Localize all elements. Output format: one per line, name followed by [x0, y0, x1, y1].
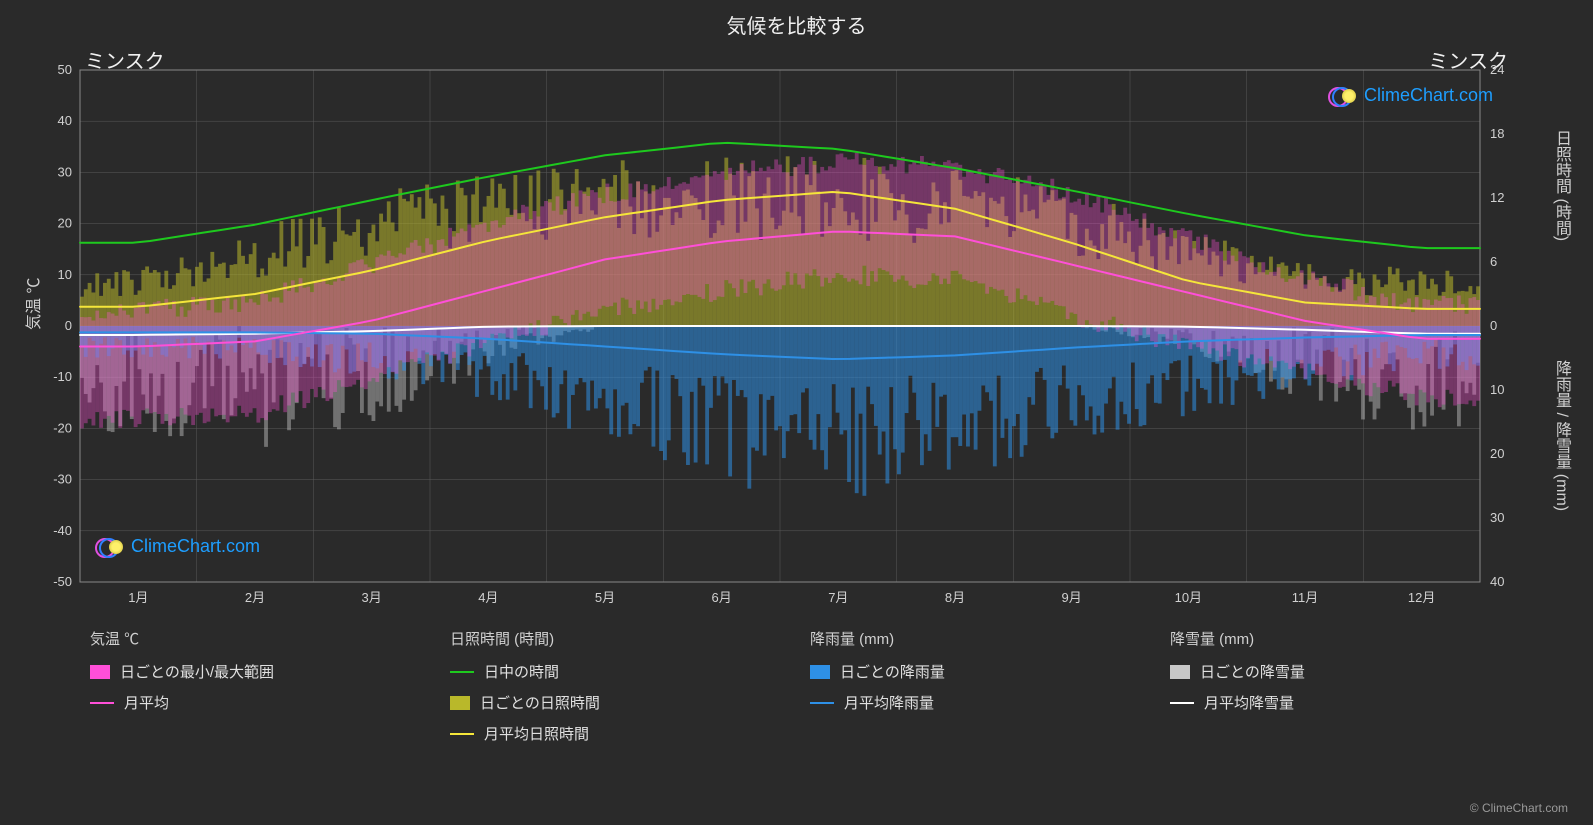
legend-label: 月平均降雨量 — [844, 692, 934, 713]
brand-logo-top: ClimeChart.com — [1328, 85, 1493, 106]
brand-icon — [95, 537, 123, 557]
legend-item: 日ごとの日照時間 — [450, 692, 750, 713]
brand-icon — [1328, 86, 1356, 106]
svg-text:10月: 10月 — [1175, 590, 1202, 605]
legend-swatch-icon — [90, 665, 110, 679]
legend-header: 降雨量 (mm) — [810, 628, 1110, 649]
legend-line-icon — [450, 733, 474, 735]
legend-label: 日ごとの降雪量 — [1200, 661, 1305, 682]
legend-swatch-icon — [810, 665, 830, 679]
svg-text:10: 10 — [58, 267, 72, 282]
svg-text:11月: 11月 — [1292, 590, 1319, 605]
legend-item: 日中の時間 — [450, 661, 750, 682]
svg-text:12: 12 — [1490, 190, 1504, 205]
svg-text:20: 20 — [58, 216, 72, 231]
svg-text:-10: -10 — [53, 369, 72, 384]
svg-text:18: 18 — [1490, 126, 1504, 141]
svg-text:4月: 4月 — [478, 590, 498, 605]
legend-swatch-icon — [450, 696, 470, 710]
legend-line-icon — [90, 702, 114, 704]
legend-label: 日ごとの日照時間 — [480, 692, 600, 713]
legend-item: 日ごとの最小/最大範囲 — [90, 661, 390, 682]
legend-item: 日ごとの降雨量 — [810, 661, 1110, 682]
legend-label: 月平均 — [124, 692, 169, 713]
svg-text:12月: 12月 — [1408, 590, 1435, 605]
svg-text:0: 0 — [1490, 318, 1497, 333]
legend-line-icon — [450, 671, 474, 673]
legend-group: 降雪量 (mm) 日ごとの降雪量月平均降雪量 — [1170, 628, 1470, 744]
climate-chart: 気候を比較する ミンスク ミンスク 気温 ℃ 日照時間 (時間) 降雨量 / 降… — [0, 0, 1593, 825]
svg-text:8月: 8月 — [945, 590, 965, 605]
svg-text:1月: 1月 — [128, 590, 148, 605]
svg-text:40: 40 — [58, 113, 72, 128]
legend-group: 気温 ℃ 日ごとの最小/最大範囲月平均 — [90, 628, 390, 744]
svg-text:50: 50 — [58, 62, 72, 77]
legend-label: 日中の時間 — [484, 661, 559, 682]
svg-text:10: 10 — [1490, 382, 1504, 397]
svg-text:9月: 9月 — [1062, 590, 1082, 605]
credit-text: © ClimeChart.com — [1470, 801, 1568, 815]
legend: 気温 ℃ 日ごとの最小/最大範囲月平均 日照時間 (時間) 日中の時間日ごとの日照時間… — [90, 628, 1553, 744]
legend-group: 日照時間 (時間) 日中の時間日ごとの日照時間月平均日照時間 — [450, 628, 750, 744]
svg-text:20: 20 — [1490, 446, 1504, 461]
legend-item: 日ごとの降雪量 — [1170, 661, 1470, 682]
svg-text:5月: 5月 — [595, 590, 615, 605]
legend-item: 月平均 — [90, 692, 390, 713]
svg-text:7月: 7月 — [828, 590, 848, 605]
svg-text:30: 30 — [1490, 510, 1504, 525]
legend-item: 月平均降雪量 — [1170, 692, 1470, 713]
legend-line-icon — [1170, 702, 1194, 704]
legend-header: 日照時間 (時間) — [450, 628, 750, 649]
svg-text:6: 6 — [1490, 254, 1497, 269]
legend-header: 降雪量 (mm) — [1170, 628, 1470, 649]
brand-logo-bottom: ClimeChart.com — [95, 536, 260, 557]
brand-text: ClimeChart.com — [1364, 85, 1493, 106]
svg-text:-30: -30 — [53, 472, 72, 487]
svg-text:-40: -40 — [53, 523, 72, 538]
svg-text:24: 24 — [1490, 62, 1504, 77]
legend-label: 月平均日照時間 — [484, 723, 589, 744]
brand-text: ClimeChart.com — [131, 536, 260, 557]
svg-text:6月: 6月 — [712, 590, 732, 605]
legend-item: 月平均降雨量 — [810, 692, 1110, 713]
svg-text:2月: 2月 — [245, 590, 265, 605]
svg-text:30: 30 — [58, 164, 72, 179]
legend-item: 月平均日照時間 — [450, 723, 750, 744]
legend-label: 日ごとの最小/最大範囲 — [120, 661, 274, 682]
legend-header: 気温 ℃ — [90, 628, 390, 649]
svg-text:0: 0 — [65, 318, 72, 333]
svg-text:40: 40 — [1490, 574, 1504, 589]
legend-group: 降雨量 (mm) 日ごとの降雨量月平均降雨量 — [810, 628, 1110, 744]
legend-line-icon — [810, 702, 834, 704]
svg-text:-50: -50 — [53, 574, 72, 589]
svg-text:3月: 3月 — [362, 590, 382, 605]
legend-swatch-icon — [1170, 665, 1190, 679]
legend-label: 月平均降雪量 — [1204, 692, 1294, 713]
svg-text:-20: -20 — [53, 420, 72, 435]
legend-label: 日ごとの降雨量 — [840, 661, 945, 682]
